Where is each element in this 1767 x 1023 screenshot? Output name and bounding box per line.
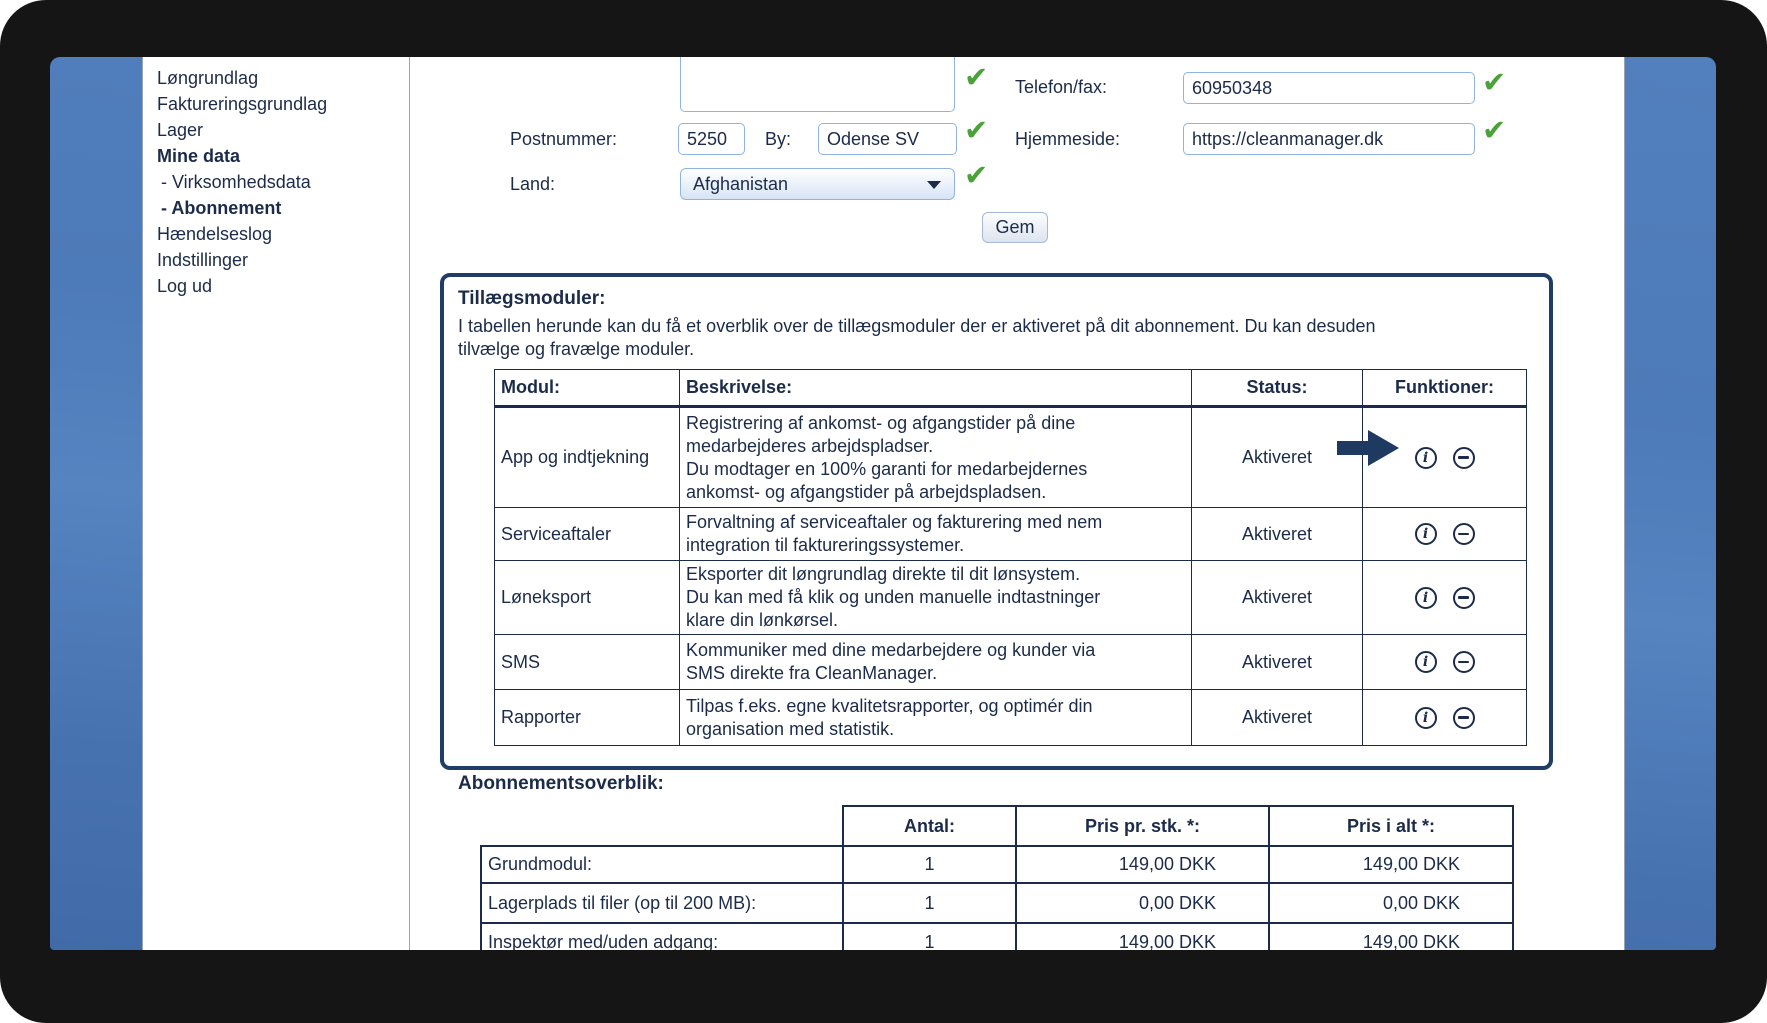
sidebar-item[interactable]: Log ud [157,276,213,296]
info-icon[interactable]: i [1414,523,1437,546]
info-icon[interactable]: i [1414,706,1437,729]
module-status: Aktiveret [1191,634,1363,690]
module-name: SMS [494,634,680,690]
header-modul: Modul: [494,369,680,408]
subscription-item-label: Lagerplads til filer (op til 200 MB): [480,882,844,924]
valid-check-icon: ✔ [1482,65,1507,99]
header-antal: Antal: [842,805,1017,847]
telefon-input[interactable] [1183,72,1475,104]
subscription-row: Lagerplads til filer (op til 200 MB): 1 … [480,882,1514,924]
module-status: Aktiveret [1191,406,1363,508]
module-description: Tilpas f.eks. egne kvalitetsrapporter, o… [679,689,1192,746]
header-beskrivelse: Beskrivelse: [679,369,1192,408]
sidebar: Løngrundlag Faktureringsgrundlag Lager M… [142,57,410,950]
module-name: Rapporter [494,689,680,746]
pointer-arrow [1337,430,1399,466]
module-row: Løneksport Eksporter dit løngrundlag dir… [494,560,1527,635]
module-row: App og indtjekning Registrering af ankom… [494,406,1527,508]
remove-module-icon[interactable] [1452,651,1475,674]
land-select[interactable]: Afghanistan [680,168,955,200]
subscription-row: Inspektør med/uden adgang: 1 149,00 DKK … [480,922,1514,950]
modules-box: Tillægsmoduler: I tabellen herunde kan d… [440,273,1553,770]
module-row: SMS Kommuniker med dine medarbejdere og … [494,634,1527,690]
subscription-item-unit-price: 149,00 DKK [1015,922,1270,950]
module-status: Aktiveret [1191,689,1363,746]
remove-module-icon[interactable] [1452,586,1475,609]
subscription-item-count: 1 [842,845,1017,884]
sidebar-item[interactable]: - Virksomhedsdata [161,172,311,192]
header-blank [481,806,843,846]
land-selected-value: Afghanistan [693,173,789,194]
land-label: Land: [510,174,556,194]
header-funktioner: Funktioner: [1362,369,1527,408]
remove-module-icon[interactable] [1452,446,1475,469]
valid-check-icon: ✔ [964,113,989,147]
sidebar-item[interactable]: Mine data [157,146,241,166]
subscription-item-total-price: 149,00 DKK [1268,922,1514,950]
subscription-table: Antal: Pris pr. stk. *: Pris i alt *: Gr… [480,805,1514,950]
main-content: ✔ Telefon/fax: ✔ Postnummer: By: ✔ Hjemm… [410,57,1625,950]
telefon-label: Telefon/fax: [1015,77,1108,97]
sidebar-item[interactable]: Lager [157,120,204,140]
modules-table: Modul: Beskrivelse: Status: Funktioner: … [494,369,1527,746]
module-name: Løneksport [494,560,680,635]
info-icon[interactable]: i [1414,651,1437,674]
header-pris-alt: Pris i alt *: [1268,805,1514,847]
subscription-item-total-price: 0,00 DKK [1268,882,1514,924]
modules-description: I tabellen herunde kan du få et overblik… [458,316,1376,359]
subscription-item-total-price: 149,00 DKK [1268,845,1514,884]
module-status: Aktiveret [1191,507,1363,561]
module-functions: i [1362,634,1527,690]
module-functions: i [1362,560,1527,635]
module-functions: i [1362,689,1527,746]
module-row: Serviceaftaler Forvaltning af serviceaft… [494,507,1527,561]
hjemmeside-label: Hjemmeside: [1015,129,1121,149]
subscription-item-label: Inspektør med/uden adgang: [480,922,844,950]
valid-check-icon: ✔ [964,158,989,192]
module-status: Aktiveret [1191,560,1363,635]
by-input[interactable] [818,123,957,155]
module-description: Eksporter dit løngrundlag direkte til di… [679,560,1192,635]
subscription-row: Grundmodul: 1 149,00 DKK 149,00 DKK [480,845,1514,884]
module-description: Forvaltning af serviceaftaler og fakture… [679,507,1192,561]
remove-module-icon[interactable] [1452,706,1475,729]
sidebar-item[interactable]: - Abonnement [161,198,282,218]
postnummer-input[interactable] [678,123,745,155]
app-screen: Løngrundlag Faktureringsgrundlag Lager M… [50,57,1716,950]
info-icon[interactable]: i [1414,446,1437,469]
header-status: Status: [1191,369,1363,408]
sidebar-item[interactable]: Faktureringsgrundlag [157,94,328,114]
header-pris-stk: Pris pr. stk. *: [1015,805,1270,847]
module-name: Serviceaftaler [494,507,680,561]
subscription-item-count: 1 [842,882,1017,924]
sidebar-item[interactable]: Indstillinger [157,250,249,270]
module-name: App og indtjekning [494,406,680,508]
subscription-table-header: Antal: Pris pr. stk. *: Pris i alt *: [481,805,1514,847]
module-description: Registrering af ankomst- og afgangstider… [679,406,1192,508]
subscription-item-count: 1 [842,922,1017,950]
modules-table-header: Modul: Beskrivelse: Status: Funktioner: [494,369,1527,408]
by-label: By: [765,129,792,149]
module-description: Kommuniker med dine medarbejdere og kund… [679,634,1192,690]
info-icon[interactable]: i [1414,586,1437,609]
sidebar-item[interactable]: Hændelseslog [157,224,273,244]
subscription-item-unit-price: 149,00 DKK [1015,845,1270,884]
module-row: Rapporter Tilpas f.eks. egne kvalitetsra… [494,689,1527,746]
valid-check-icon: ✔ [1482,113,1507,147]
save-button[interactable]: Gem [982,212,1048,243]
subscription-item-unit-price: 0,00 DKK [1015,882,1270,924]
hjemmeside-input[interactable] [1183,123,1475,155]
sidebar-item[interactable]: Løngrundlag [157,68,259,88]
dropdown-arrow-icon [927,181,941,189]
postnummer-label: Postnummer: [510,129,618,149]
modules-title: Tillægsmoduler: [458,288,606,309]
sidebar-nav: Løngrundlag Faktureringsgrundlag Lager M… [143,57,409,299]
address-input[interactable] [680,57,955,112]
subscription-title: Abonnementsoverblik: [458,773,664,794]
remove-module-icon[interactable] [1452,523,1475,546]
valid-check-icon: ✔ [964,60,989,94]
module-functions: i [1362,507,1527,561]
subscription-item-label: Grundmodul: [480,845,844,884]
